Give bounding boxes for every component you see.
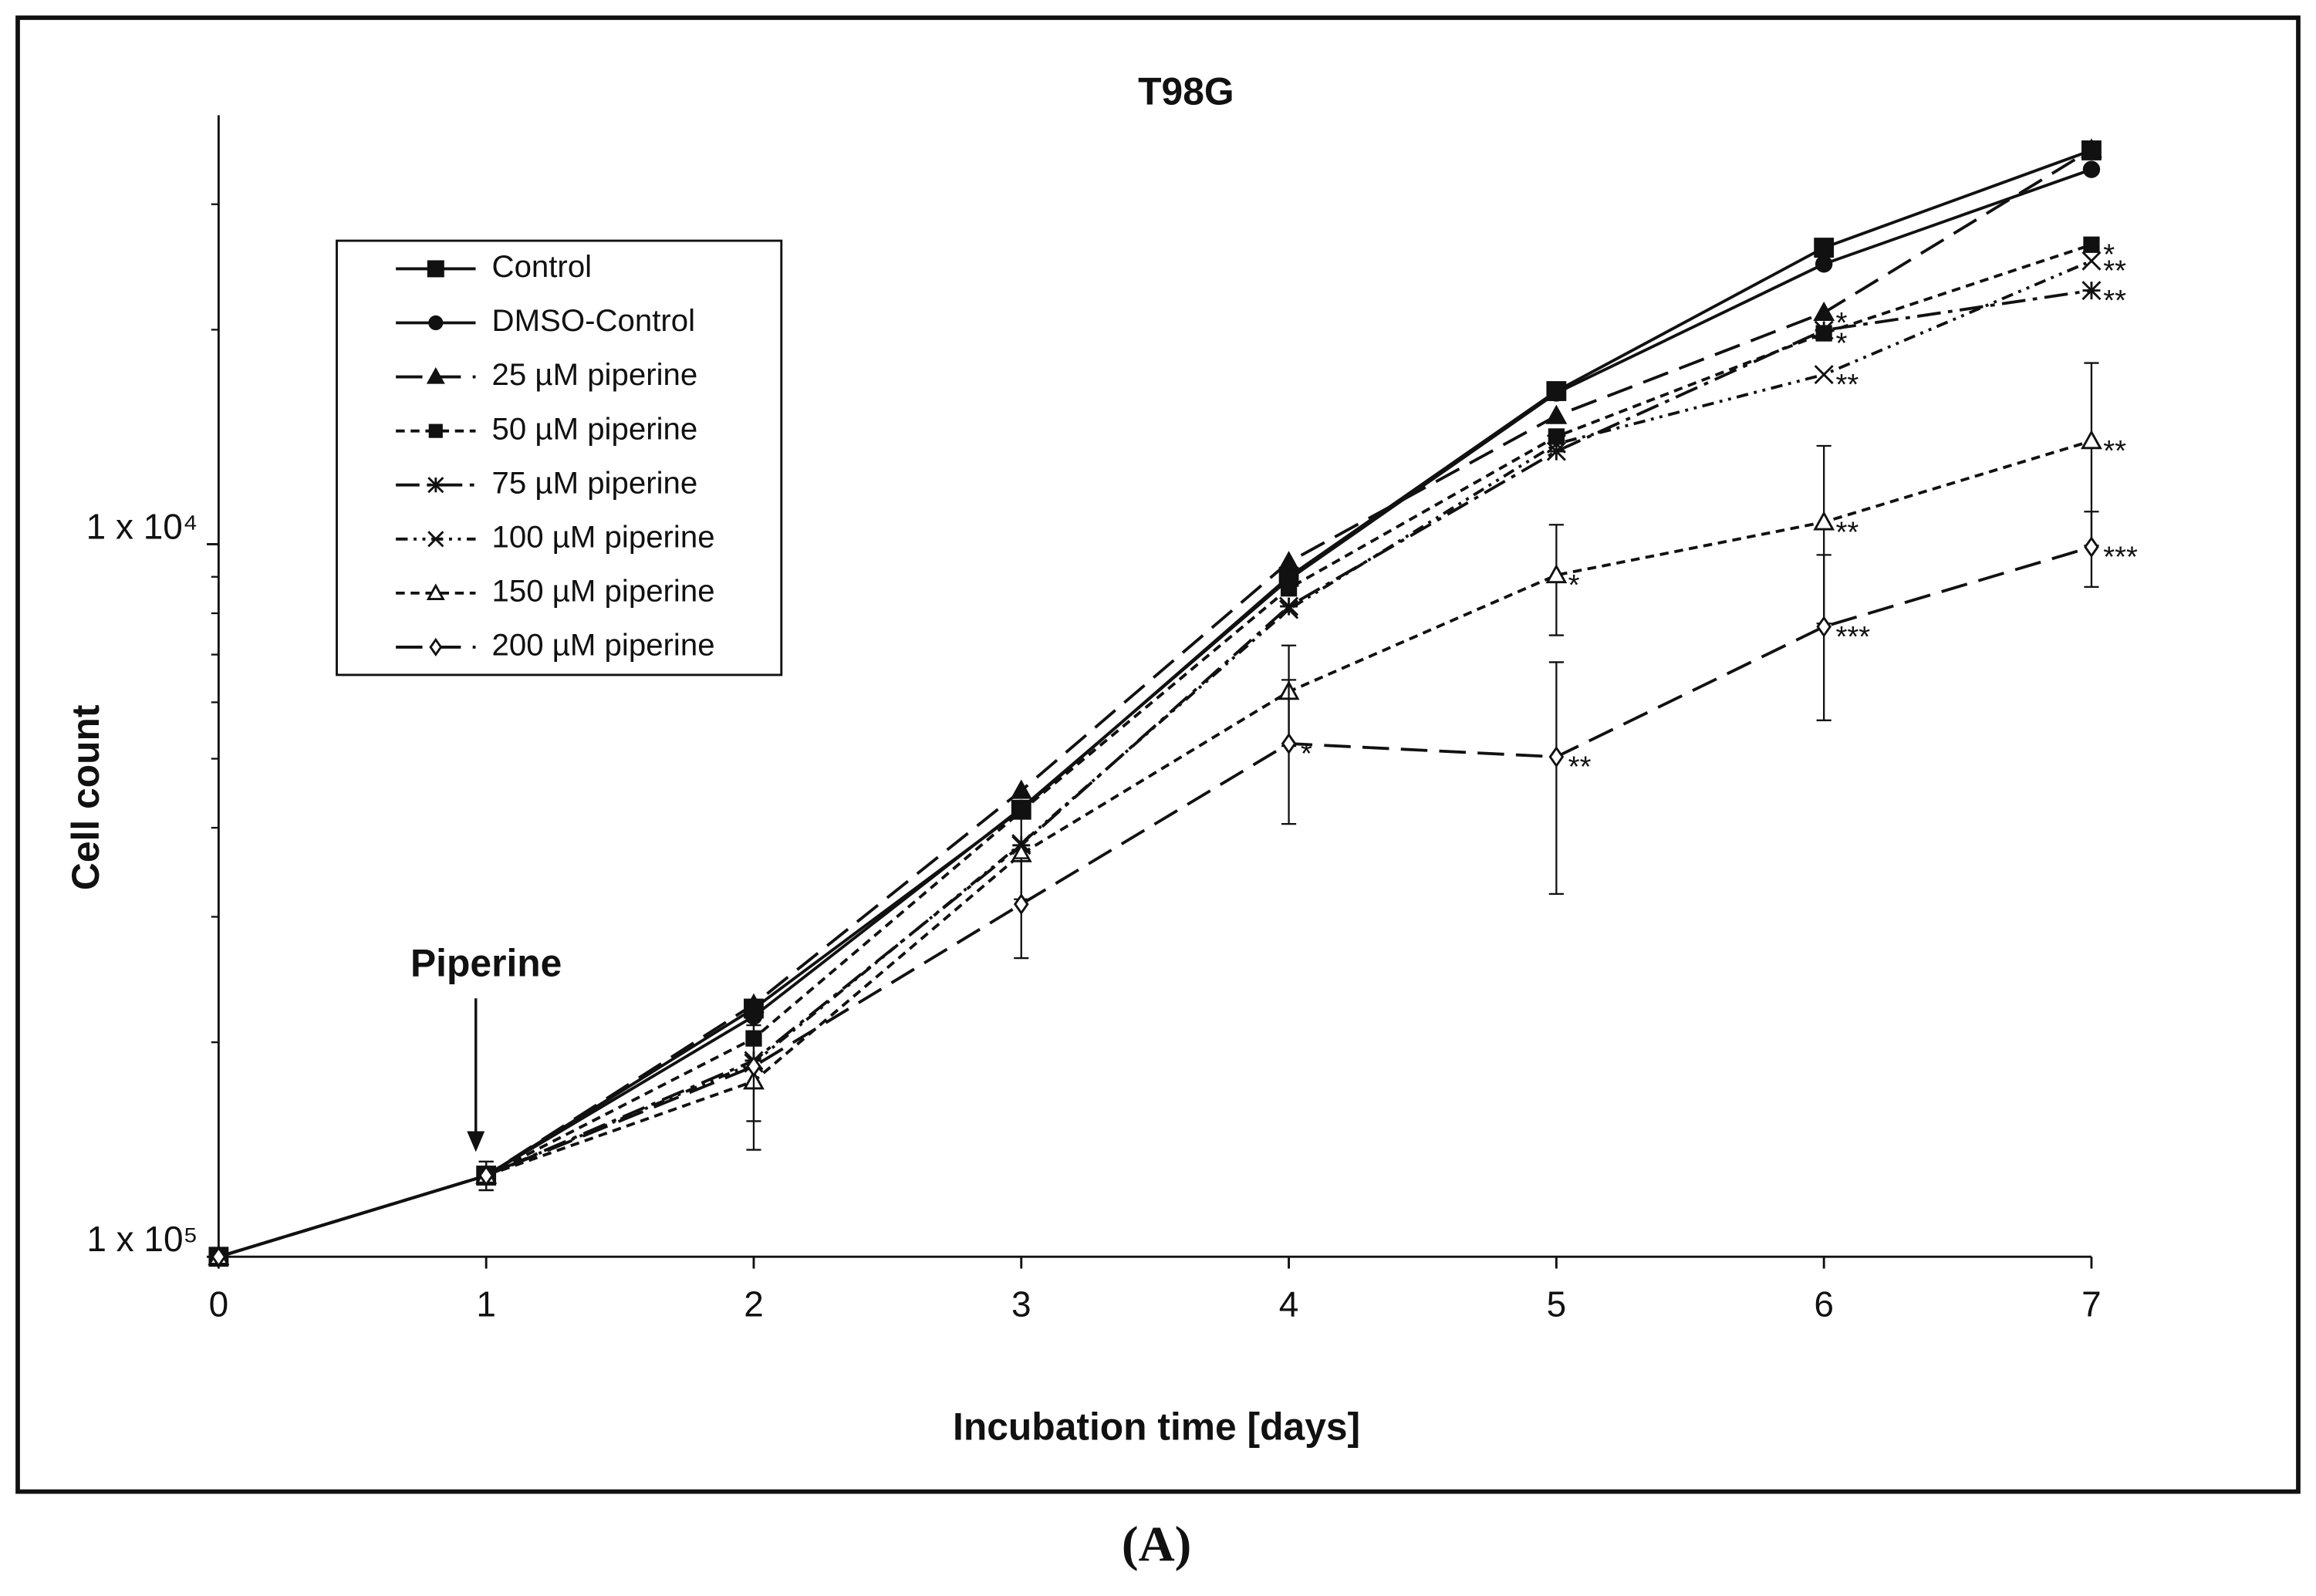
- marker: [428, 315, 444, 331]
- legend-label: 75 µM piperine: [492, 465, 698, 500]
- marker: [1279, 596, 1299, 616]
- x-tick-label: 4: [1279, 1284, 1299, 1324]
- caption: (A): [1122, 1517, 1191, 1572]
- y-tick-label: 1 x 10⁴: [86, 506, 198, 546]
- marker: [743, 993, 765, 1013]
- marker: [2081, 138, 2102, 158]
- significance-label: **: [2103, 284, 2126, 317]
- marker: [429, 637, 443, 657]
- legend-label: 50 µM piperine: [492, 411, 698, 446]
- marker: [1010, 779, 1032, 799]
- x-tick-label: 2: [744, 1284, 764, 1324]
- significance-label: *: [1835, 326, 1847, 359]
- marker: [211, 1246, 227, 1268]
- marker: [1814, 365, 1834, 385]
- marker: [428, 423, 443, 438]
- marker: [1545, 564, 1568, 584]
- x-tick-label: 3: [1011, 1284, 1031, 1324]
- legend-label: DMSO-Control: [492, 303, 696, 338]
- marker: [426, 367, 445, 384]
- significance-label: **: [1835, 368, 1859, 401]
- x-axis-label: Incubation time [days]: [953, 1405, 1360, 1448]
- x-tick-label: 5: [1547, 1284, 1567, 1324]
- marker: [1548, 746, 1565, 768]
- marker: [1814, 320, 1834, 340]
- marker: [1546, 441, 1566, 461]
- marker: [1013, 893, 1029, 916]
- legend-label: Control: [492, 249, 593, 284]
- marker: [2081, 251, 2102, 271]
- annotation-text: Piperine: [410, 941, 562, 984]
- legend: [336, 239, 783, 677]
- marker: [427, 477, 444, 494]
- significance-label: **: [1835, 515, 1859, 548]
- significance-label: **: [1568, 751, 1592, 784]
- series-line: [218, 439, 2092, 1259]
- significance-label: *: [1301, 737, 1312, 770]
- significance-label: *: [1835, 306, 1847, 339]
- series-line: [218, 288, 2092, 1259]
- marker: [2082, 160, 2101, 178]
- marker: [1280, 580, 1298, 597]
- marker: [2081, 430, 2102, 450]
- marker: [1814, 238, 1835, 258]
- marker: [1815, 255, 1833, 273]
- y-tick-label: 1 x 10⁵: [86, 1219, 198, 1259]
- significance-label: *: [2103, 238, 2115, 272]
- error-bar: [1816, 554, 1832, 721]
- x-tick-label: 7: [2081, 1284, 2102, 1324]
- legend-label: 200 µM piperine: [492, 628, 715, 663]
- legend-label: 100 µM piperine: [492, 519, 715, 554]
- marker: [2083, 236, 2100, 253]
- y-axis-label: Cell count: [64, 705, 107, 891]
- legend-label: 25 µM piperine: [492, 357, 698, 392]
- marker: [1279, 599, 1299, 619]
- marker: [427, 531, 444, 548]
- marker: [427, 260, 444, 278]
- legend-label: 150 µM piperine: [492, 573, 715, 608]
- series-line: [218, 243, 2092, 1259]
- chart-title: T98G: [1138, 70, 1234, 113]
- marker: [1816, 616, 1832, 638]
- significance-label: ***: [2103, 541, 2138, 574]
- series-line: [218, 167, 2092, 1259]
- error-bar: [1548, 661, 1564, 896]
- marker: [426, 583, 445, 600]
- marker: [746, 1055, 761, 1078]
- significance-label: **: [2103, 255, 2126, 288]
- marker: [1546, 434, 1566, 454]
- marker: [1548, 384, 1565, 402]
- significance-label: ***: [1835, 620, 1870, 653]
- significance-label: *: [1568, 569, 1580, 602]
- marker: [1813, 511, 1835, 531]
- marker: [2081, 281, 2102, 301]
- marker: [1548, 428, 1565, 445]
- marker: [478, 1164, 494, 1186]
- marker: [1813, 301, 1835, 321]
- x-tick-label: 0: [209, 1284, 229, 1324]
- marker: [1281, 732, 1297, 754]
- marker: [2084, 536, 2099, 558]
- series-line: [218, 148, 2092, 1259]
- marker: [1545, 404, 1568, 424]
- significance-label: **: [2103, 434, 2126, 467]
- marker: [1278, 551, 1300, 571]
- frame: [15, 15, 2301, 1494]
- x-tick-label: 1: [476, 1284, 496, 1324]
- annotation-arrowhead: [467, 1131, 485, 1152]
- x-tick-label: 6: [1814, 1284, 1834, 1324]
- series-line: [218, 545, 2092, 1259]
